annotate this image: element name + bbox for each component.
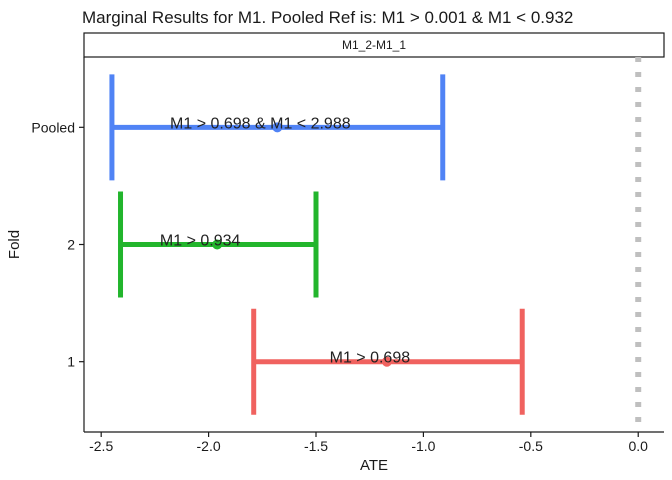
estimate-annotation: M1 > 0.698 & M1 < 2.988	[170, 115, 351, 132]
y-tick-label: 2	[67, 237, 75, 253]
plot-panel: M1 > 0.698 & M1 < 2.988 M1 > 0.934 M1 > 0.…	[109, 57, 642, 432]
y-tick-label: Pooled	[31, 119, 75, 135]
errorbar-pooled: M1 > 0.698 & M1 < 2.988	[109, 74, 446, 181]
x-tick-label: 0.0	[628, 438, 648, 454]
x-tick-label: -2.0	[197, 438, 221, 454]
estimate-annotation: M1 > 0.934	[160, 233, 241, 250]
x-tick-label: -0.5	[519, 438, 543, 454]
x-tick-label: -1.5	[304, 438, 328, 454]
x-tick-label: -1.0	[411, 438, 435, 454]
estimate-annotation: M1 > 0.698	[330, 350, 411, 367]
y-tick-label: 1	[67, 354, 75, 370]
y-axis-title: Fold	[6, 230, 23, 259]
facet-strip-label: M1_2-M1_1	[342, 38, 406, 52]
x-axis-title: ATE	[360, 457, 388, 474]
estimate-point	[272, 122, 283, 133]
estimate-point	[212, 239, 223, 250]
estimate-point	[381, 356, 392, 367]
chart-title: Marginal Results for M1. Pooled Ref is: …	[82, 8, 573, 27]
facet-strip	[83, 32, 665, 58]
axes: -2.5 -2.0 -1.5 -1.0 -0.5 0.0 1 2 Pooled	[31, 57, 664, 454]
x-tick-label: -2.5	[89, 438, 113, 454]
errorbar-2: M1 > 0.934	[118, 191, 319, 298]
errorbar-1: M1 > 0.698	[251, 308, 525, 415]
